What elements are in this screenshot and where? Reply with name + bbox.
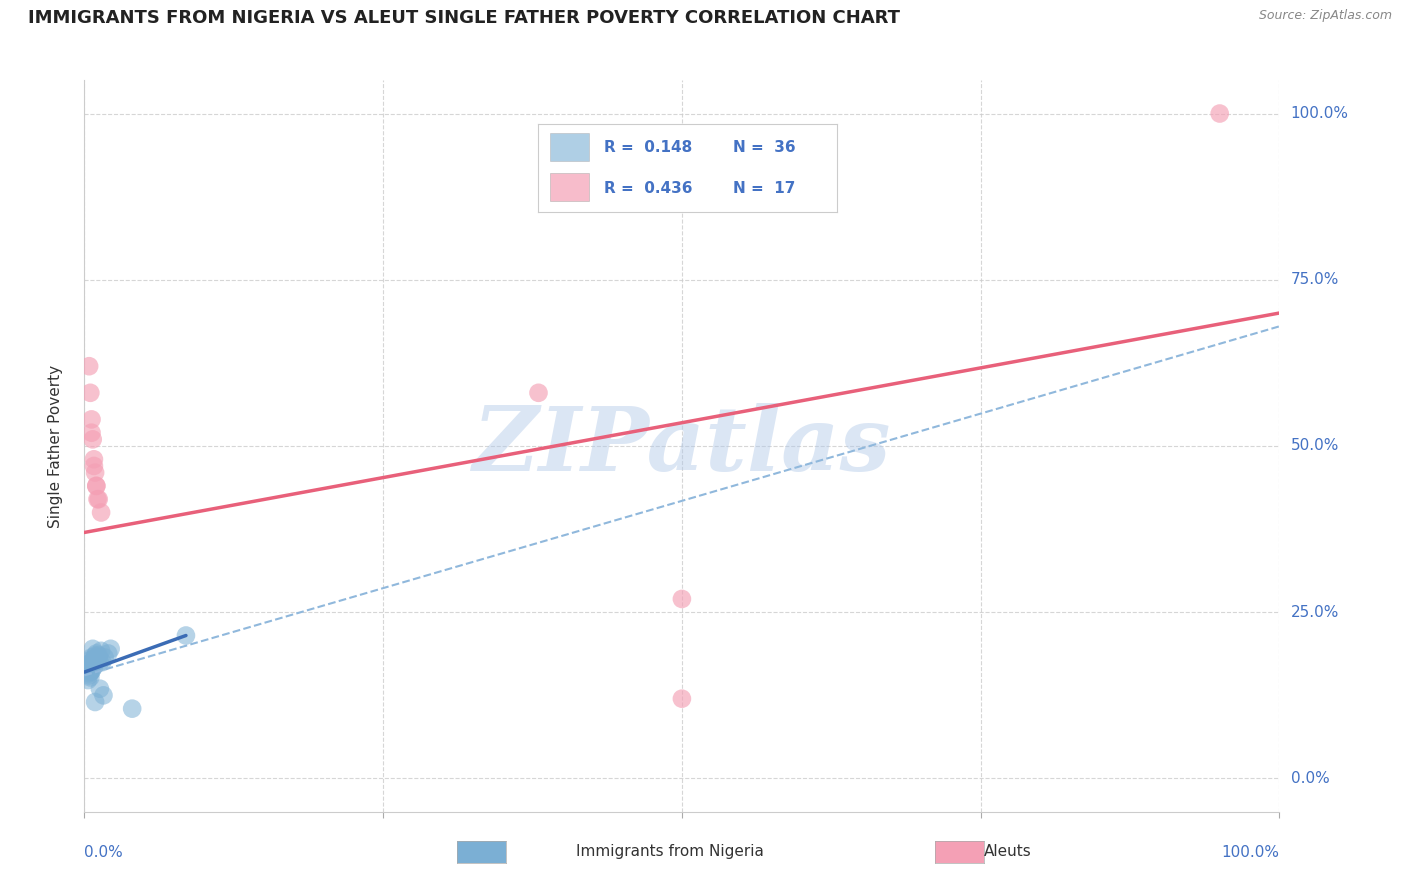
Point bbox=[80, 655, 103, 669]
Point bbox=[1208, 106, 1230, 120]
Point bbox=[84, 648, 107, 663]
Point bbox=[77, 359, 100, 374]
Point bbox=[77, 668, 100, 682]
Point bbox=[87, 650, 110, 665]
Point bbox=[121, 701, 143, 715]
Text: 100.0%: 100.0% bbox=[1222, 845, 1279, 860]
Point bbox=[82, 655, 104, 669]
Text: 100.0%: 100.0% bbox=[1291, 106, 1348, 121]
Point bbox=[80, 664, 103, 678]
Point bbox=[87, 492, 110, 507]
Point bbox=[77, 657, 100, 672]
Point bbox=[83, 452, 105, 467]
Text: 0.0%: 0.0% bbox=[84, 845, 124, 860]
Point bbox=[79, 658, 101, 673]
Point bbox=[80, 664, 103, 678]
Point bbox=[77, 673, 100, 687]
Text: ZIPatlas: ZIPatlas bbox=[474, 403, 890, 489]
Point bbox=[80, 425, 103, 440]
Point bbox=[84, 653, 107, 667]
Point bbox=[527, 385, 550, 400]
Point bbox=[89, 655, 111, 669]
Text: IMMIGRANTS FROM NIGERIA VS ALEUT SINGLE FATHER POVERTY CORRELATION CHART: IMMIGRANTS FROM NIGERIA VS ALEUT SINGLE … bbox=[28, 9, 900, 27]
Point bbox=[86, 653, 108, 667]
Point bbox=[87, 648, 110, 663]
Point bbox=[93, 650, 115, 665]
Y-axis label: Single Father Poverty: Single Father Poverty bbox=[48, 365, 63, 527]
Text: R =  0.148: R = 0.148 bbox=[605, 140, 693, 155]
Point bbox=[83, 659, 105, 673]
Point bbox=[79, 665, 101, 679]
Bar bbox=[551, 173, 589, 202]
Text: N =  36: N = 36 bbox=[733, 140, 796, 155]
Text: R =  0.436: R = 0.436 bbox=[605, 181, 693, 195]
Text: 75.0%: 75.0% bbox=[1291, 272, 1339, 287]
Point bbox=[89, 681, 111, 696]
Point bbox=[83, 657, 105, 672]
Point bbox=[86, 492, 108, 507]
Point bbox=[84, 466, 107, 480]
Point bbox=[84, 647, 107, 661]
Point bbox=[79, 670, 101, 684]
Point bbox=[84, 695, 107, 709]
Text: 50.0%: 50.0% bbox=[1291, 439, 1339, 453]
Point bbox=[84, 479, 107, 493]
Text: N =  17: N = 17 bbox=[733, 181, 794, 195]
Point bbox=[84, 479, 107, 493]
Point bbox=[91, 655, 114, 669]
Text: 0.0%: 0.0% bbox=[1291, 771, 1329, 786]
Text: Aleuts: Aleuts bbox=[984, 845, 1032, 859]
Point bbox=[671, 591, 693, 606]
Point bbox=[82, 657, 104, 672]
Point bbox=[79, 653, 101, 667]
Point bbox=[80, 650, 103, 665]
Point bbox=[90, 506, 112, 520]
Bar bbox=[551, 133, 589, 161]
Point bbox=[671, 691, 693, 706]
Point bbox=[174, 628, 197, 642]
Text: Source: ZipAtlas.com: Source: ZipAtlas.com bbox=[1258, 9, 1392, 22]
Point bbox=[83, 458, 105, 473]
Point bbox=[82, 641, 104, 656]
Point bbox=[93, 689, 115, 703]
Point bbox=[77, 662, 100, 676]
Point bbox=[79, 385, 101, 400]
Point bbox=[97, 647, 120, 661]
Text: 25.0%: 25.0% bbox=[1291, 605, 1339, 620]
Point bbox=[82, 433, 104, 447]
Point bbox=[83, 652, 105, 666]
Text: Immigrants from Nigeria: Immigrants from Nigeria bbox=[576, 845, 765, 859]
Point bbox=[80, 412, 103, 426]
Point bbox=[100, 641, 122, 656]
Point bbox=[90, 644, 112, 658]
Point bbox=[77, 666, 100, 681]
